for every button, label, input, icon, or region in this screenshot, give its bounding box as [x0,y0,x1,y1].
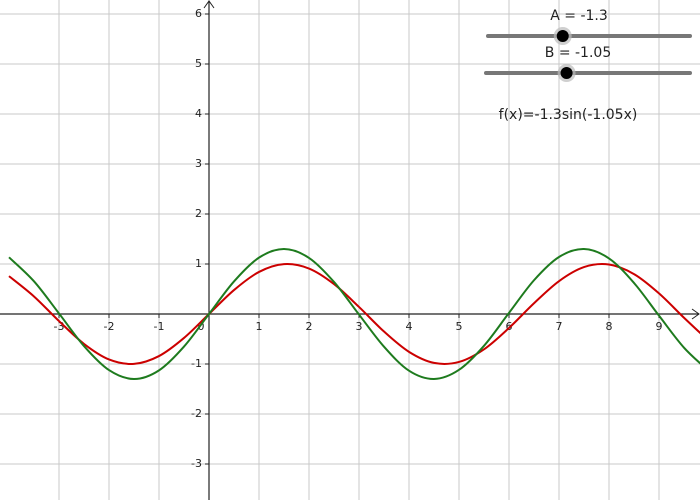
x-tick-label: 4 [406,320,413,333]
function-label: f(x)=-1.3sin(-1.05x) [499,107,638,123]
function-curve [8,263,700,365]
slider-knob[interactable] [556,30,569,42]
y-tick-label: 2 [195,207,202,220]
x-tick-label: 7 [556,320,563,333]
x-tick-label: 1 [256,320,263,333]
y-tick-label: -2 [191,407,202,420]
x-tick-label: 8 [606,320,613,333]
x-tick-label: 2 [306,320,313,333]
slider-label: A = -1.3 [550,8,608,24]
slider-label: B = -1.05 [545,45,611,61]
x-tick-label: -2 [104,320,115,333]
y-axis-arrow [203,0,215,9]
y-tick-label: 1 [195,257,202,270]
y-tick-label: 3 [195,157,202,170]
x-tick-label: -3 [54,320,65,333]
x-tick-label: 5 [456,320,463,333]
y-tick-label: -1 [191,357,202,370]
x-tick-label: 3 [356,320,363,333]
ui: f(x)=-1.3sin(-1.05x) A = -1.3 B = -1.05 [484,8,692,123]
y-tick-label: 4 [195,107,202,120]
x-tick-label: 6 [506,320,513,333]
x-tick-label: 9 [656,320,663,333]
x-axis-arrow [691,308,700,320]
x-tick-label: 0 [198,320,205,333]
y-tick-label: 5 [195,57,202,70]
slider-knob[interactable] [560,67,573,79]
y-tick-label: 6 [195,7,202,20]
y-tick-label: -3 [191,457,202,470]
x-tick-label: -1 [154,320,165,333]
curves [8,247,700,381]
function-curve [8,247,700,381]
